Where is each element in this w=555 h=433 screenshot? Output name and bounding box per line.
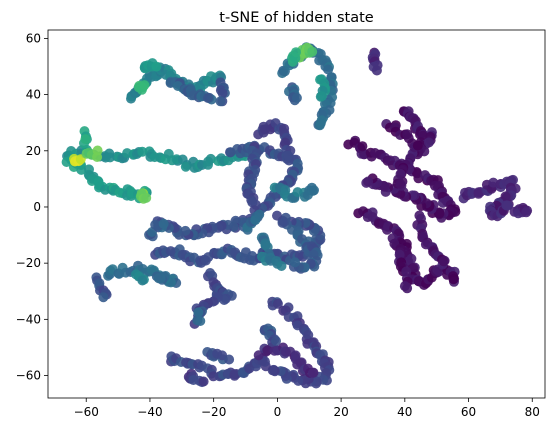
scatter-point: [315, 118, 326, 129]
scatter-point: [80, 134, 91, 145]
scatter-point: [291, 47, 301, 58]
scatter-point: [448, 274, 459, 285]
scatter-point: [371, 65, 382, 76]
scatter-point: [158, 218, 169, 229]
scatter-point: [195, 316, 206, 326]
x-tick-label: −60: [74, 405, 99, 419]
scatter-point: [280, 137, 291, 148]
scatter-point: [272, 298, 283, 309]
scatter-point: [272, 210, 282, 221]
scatter-point: [521, 207, 532, 218]
scatter-point: [92, 152, 103, 162]
scatter-point: [98, 292, 109, 303]
scatter-point: [303, 330, 314, 340]
x-tick-label: 60: [461, 405, 476, 419]
x-tick-label: 80: [525, 405, 540, 419]
scatter-point: [402, 283, 413, 294]
scatter-point: [137, 146, 148, 157]
scatter-point: [215, 96, 226, 107]
scatter-point: [309, 185, 319, 196]
scatter-point: [180, 161, 191, 172]
x-tick-label: −20: [201, 405, 226, 419]
x-tick-label: 40: [397, 405, 412, 419]
y-tick-label: 60: [26, 31, 41, 45]
scatter-point: [307, 46, 318, 57]
scatter-point: [412, 140, 423, 151]
y-tick-label: 0: [33, 200, 41, 214]
scatter-point: [193, 307, 204, 318]
scatter-point: [423, 137, 434, 148]
scatter-point: [253, 350, 264, 361]
scatter-point: [357, 141, 368, 152]
scatter-point: [151, 61, 162, 72]
scatter-point: [104, 148, 115, 159]
scatter-points: [61, 42, 533, 389]
scatter-point: [247, 197, 258, 208]
scatter-point: [224, 354, 235, 365]
x-tick-label: 20: [333, 405, 348, 419]
scatter-point: [395, 179, 406, 189]
scatter-point: [271, 336, 281, 346]
scatter-point: [139, 80, 150, 91]
y-tick-label: −40: [16, 312, 41, 326]
scatter-point: [290, 257, 300, 268]
scatter-point: [254, 209, 265, 220]
scatter-point: [217, 88, 228, 99]
scatter-point: [276, 261, 287, 271]
scatter-point: [283, 150, 293, 161]
y-tick-label: −60: [16, 369, 41, 383]
scatter-point: [137, 275, 148, 286]
scatter-point: [394, 249, 405, 260]
scatter-point: [141, 192, 152, 203]
axes-frame: [47, 29, 546, 399]
scatter-point: [198, 376, 209, 387]
x-axis: −60 −40 −20 0 20 40 60 80: [74, 398, 540, 419]
scatter-point: [363, 176, 374, 187]
scatter-point: [203, 93, 213, 103]
scatter-point: [323, 64, 334, 75]
y-tick-label: −20: [16, 256, 41, 270]
scatter-point: [308, 367, 319, 378]
scatter-point: [316, 91, 327, 102]
chart-title: t-SNE of hidden state: [219, 10, 373, 26]
scatter-point: [76, 164, 87, 175]
y-tick-label: 20: [26, 144, 41, 158]
scatter-point: [153, 273, 164, 284]
x-tick-label: 0: [274, 405, 282, 419]
scatter-point: [438, 256, 449, 267]
scatter-point: [502, 200, 513, 211]
y-axis: −60 −40 −20 0 20 40 60: [16, 31, 48, 383]
x-tick-label: −40: [137, 405, 162, 419]
scatter-point: [291, 92, 302, 103]
y-tick-label: 40: [26, 88, 41, 102]
